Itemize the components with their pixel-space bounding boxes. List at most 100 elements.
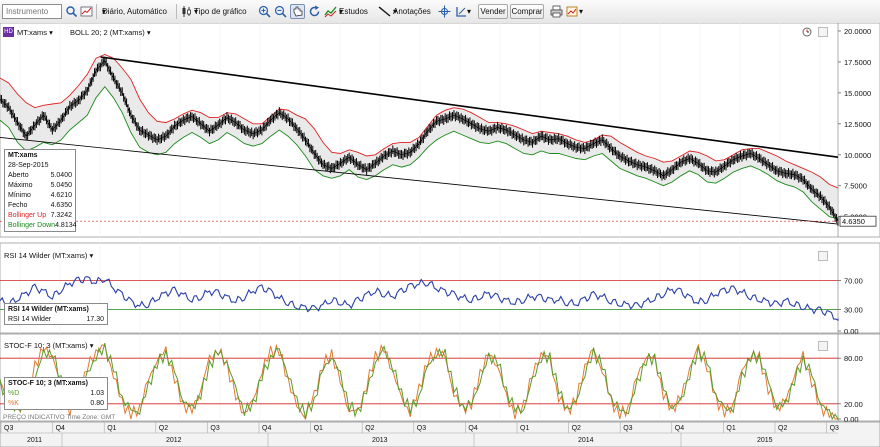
quarter-label: Q2 [365,425,374,432]
price-line [0,60,839,222]
stoch-info-row-k: %K 0.80 [8,399,104,409]
chart-area: 20.0000 17.5000 15.0000 12.5000 10.0000 7.500… [0,23,880,447]
chevron-down-icon: ▾ [102,7,107,16]
price-tick-label: 17.5000 [844,58,871,67]
instrument-input[interactable] [2,4,62,19]
info-value: 17.30 [86,316,104,323]
symbol-logo: HD [3,27,14,37]
symbol-label: MT:xams [17,28,47,37]
symbol-selector[interactable]: MT:xams ▾ [17,28,53,37]
chevron-down-icon: ▾ [393,7,398,16]
stoch-indicator-selector[interactable]: STOC-F 10; 3 (MT:xams) ▾ [4,341,93,350]
boll-indicator-label: BOLL 20; 2 (MT:xams) [70,28,145,37]
info-value: 4.8134 [55,222,77,229]
info-row-high: Máximo 5.0450 [8,181,72,191]
quarter-label: Q3 [4,425,13,432]
info-value: 0.80 [90,400,104,407]
price-tick-label: 12.5000 [844,120,871,129]
annotations-label: Anotações [393,7,431,16]
rsi-tick-label: 30.00 [844,305,863,314]
chevron-down-icon: ▾ [89,341,94,350]
quarter-label: Q1 [107,425,116,432]
toolbar: Diário, Automático ▾ Tipo de gráfico ▾ E… [0,0,880,24]
pan-tool-icon[interactable] [290,4,305,19]
quarter-label: Q3 [623,425,632,432]
info-label: %K [8,400,19,407]
stoch-tick-label: 80.00 [844,354,863,363]
stoch-d-line [0,342,839,421]
chevron-down-icon: ▾ [146,28,151,37]
last-price-box [839,215,877,227]
panel-close-icon[interactable] [818,27,828,37]
boll-indicator-selector[interactable]: BOLL 20; 2 (MT:xams) ▾ [70,28,151,37]
stochastic-panel: 80.00 20.00 0.00 [0,333,880,424]
info-row-open: Aberto 5.0400 [8,171,72,181]
info-title: MT:xams [8,152,38,159]
quarter-label: Q1 [314,425,323,432]
info-value: 5.0400 [50,172,72,179]
info-date: 28-Sep-2015 [8,162,49,169]
chevron-down-icon: ▾ [89,251,94,260]
info-label: Bollinger Down [8,222,56,229]
rsi-info-box: RSI 14 Wilder (MT:xams) RSI 14 Wilder 17.… [4,303,108,325]
info-label: RSI 14 Wilder [8,316,52,323]
rsi-tick-label: 70.00 [844,277,863,286]
studies-label: Estudos [339,7,368,16]
quarter-label: Q4 [262,425,271,432]
separator [176,4,177,19]
quarter-label: Q3 [417,425,426,432]
info-value: 1.03 [90,390,104,397]
stoch-indicator-label: STOC-F 10; 3 (MT:xams) [4,341,88,350]
stoch-k-line [0,343,839,421]
info-label: Máximo [8,182,33,189]
info-value: 7.3242 [50,212,72,219]
quarter-label: Q2 [778,425,787,432]
rsi-indicator-selector[interactable]: RSI 14 Wilder (MT:xams) ▾ [4,251,93,260]
quarter-label: Q1 [726,425,735,432]
sell-button[interactable]: Vender [478,4,508,19]
year-label: 2011 [27,437,42,444]
quarter-label: Q2 [572,425,581,432]
panel-close-icon[interactable] [818,341,828,351]
info-row-close: Fecho 4.6350 [8,201,72,211]
stoch-frame [0,333,880,422]
price-info-box: MT:xams 28-Sep-2015 Aberto 5.0400 Máximo 5… [4,149,77,232]
info-value: 5.0450 [50,182,72,189]
last-price-label: 4.6350 [842,217,865,226]
chart-svg[interactable]: 20.0000 17.5000 15.0000 12.5000 10.0000 7.500… [0,23,880,447]
buy-button[interactable]: Comprar [510,4,544,19]
chevron-down-icon[interactable]: ▾ [579,7,584,16]
clock-icon[interactable] [802,27,812,37]
info-label: Fecho [8,202,28,209]
rsi-info-title: RSI 14 Wilder (MT:xams) [8,306,89,313]
rsi-line [0,276,839,322]
quarter-label: Q4 [468,425,477,432]
info-row-low: Mínimo 4.6210 [8,191,72,201]
time-axis-frame [0,421,880,447]
year-label: 2012 [166,437,182,444]
price-tick-label: 7.5000 [844,182,867,191]
chevron-down-icon: ▾ [49,28,53,37]
stoch-tick-label: 0.00 [844,415,859,424]
chevron-down-icon: ▾ [194,7,199,16]
quarter-label: Q3 [830,425,839,432]
info-label: Mínimo [8,192,31,199]
info-row-boll-down: Bollinger Down 4.8134 [8,221,77,231]
bollinger-down-line [0,85,839,220]
quarter-label: Q4 [56,425,65,432]
quarter-label: Q3 [210,425,219,432]
rsi-indicator-label: RSI 14 Wilder (MT:xams) [4,251,88,260]
panel-close-icon[interactable] [818,251,828,261]
rsi-info-row: RSI 14 Wilder 17.30 [8,315,104,325]
stoch-info-title: STOC-F 10; 3 (MT:xams) [8,380,88,387]
price-disclaimer: PREÇO INDICATIVO Time Zone: GMT [3,414,116,421]
quarter-label: Q2 [159,425,168,432]
rsi-panel: 70.00 30.00 0.00 [0,242,880,336]
price-panel: 20.0000 17.5000 15.0000 12.5000 10.0000 7.500… [0,23,880,238]
info-label: Aberto [8,172,29,179]
chart-type-label: Tipo de gráfico [194,7,247,16]
quarter-label: Q4 [675,425,684,432]
bollinger-up-line [0,54,839,189]
chevron-down-icon[interactable]: ▾ [467,7,472,16]
price-tick-label: 10.0000 [844,151,871,160]
